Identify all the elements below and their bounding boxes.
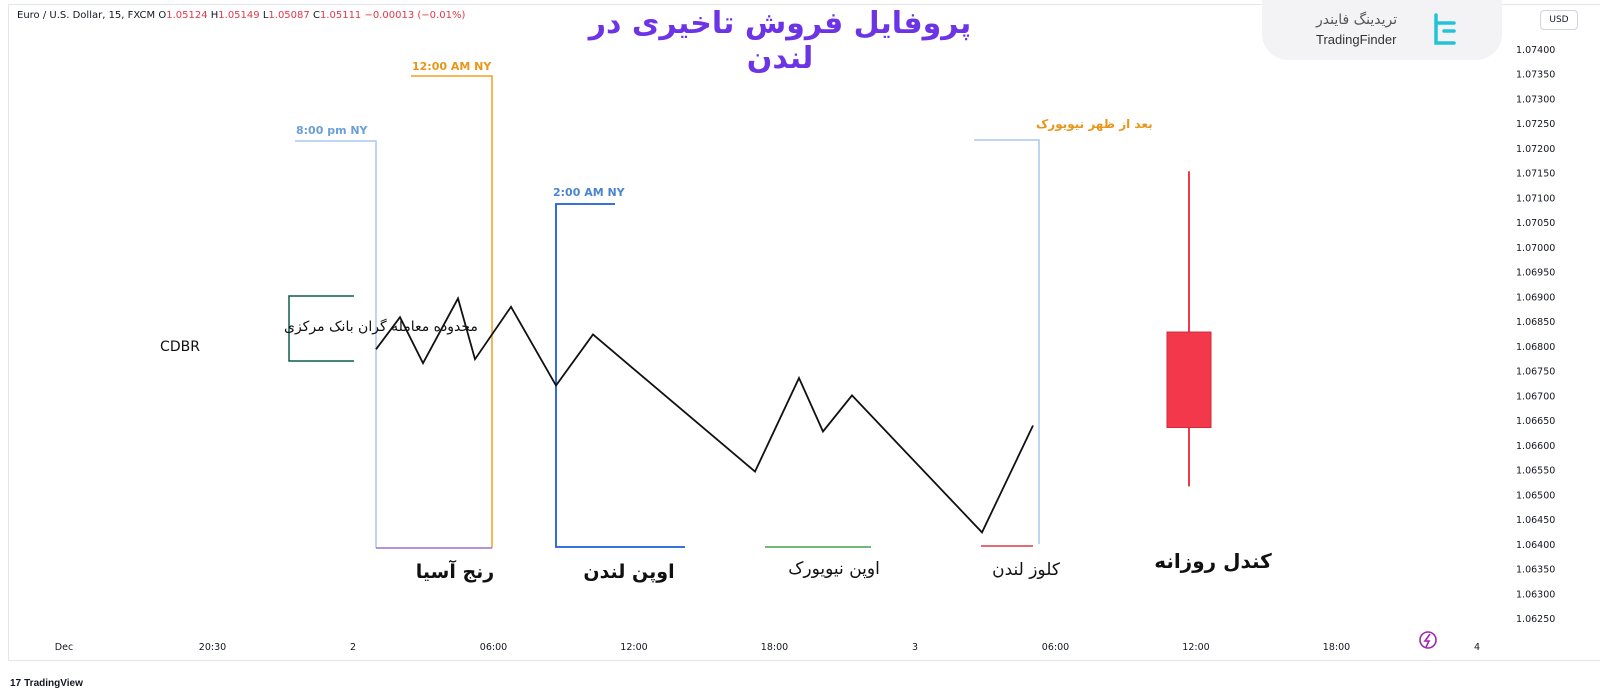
open-value: 1.05124	[166, 10, 208, 21]
daily-candle	[1166, 171, 1212, 487]
y-tick-label: 1.06400	[1516, 540, 1555, 551]
y-tick-label: 1.06300	[1516, 589, 1555, 600]
x-tick-label: Dec	[55, 642, 73, 653]
symbol-label[interactable]: Euro / U.S. Dollar, 15, FXCM	[17, 10, 156, 21]
change-value: −0.00013 (−0.01%)	[364, 10, 466, 21]
y-tick-label: 1.06850	[1516, 317, 1555, 328]
x-tick-label: 18:00	[1323, 642, 1350, 653]
x-tick-label: 3	[912, 642, 918, 653]
tradingview-label: TradingView	[24, 678, 83, 689]
lightning-icon[interactable]	[1419, 631, 1437, 649]
label-ny-afternoon: بعد از ظهر نیویورک	[1036, 117, 1153, 132]
label-cdbr-code: CDBR	[160, 339, 200, 355]
currency-button[interactable]: USD	[1540, 10, 1578, 30]
y-tick-label: 1.07200	[1516, 144, 1555, 155]
y-tick-label: 1.06900	[1516, 292, 1555, 303]
y-tick-label: 1.06950	[1516, 268, 1555, 279]
asia-start-line	[295, 140, 377, 548]
x-tick-label: 06:00	[1042, 642, 1069, 653]
brand-box	[1262, 0, 1502, 60]
y-axis[interactable]: 1.07400 1.07350 1.07300 1.07250 1.07200 1.071…	[1516, 45, 1555, 625]
annotation-labels: 8:00 pm NY 12:00 AM NY 2:00 AM NY بعد از ظه…	[160, 60, 1272, 583]
y-tick-label: 1.06550	[1516, 466, 1555, 477]
close-label: C	[312, 10, 320, 21]
x-tick-label: 2	[350, 642, 356, 653]
brand-name-fa: تریدینگ فایندر	[1316, 12, 1398, 28]
high-value: 1.05149	[218, 10, 260, 21]
asia-end-line	[411, 75, 493, 548]
x-tick-label: 4	[1474, 642, 1480, 653]
x-tick-label: 20:30	[199, 642, 226, 653]
label-12am: 12:00 AM NY	[412, 60, 492, 73]
y-tick-label: 1.07300	[1516, 94, 1555, 105]
y-tick-label: 1.06500	[1516, 490, 1555, 501]
price-path	[375, 296, 1034, 534]
label-8pm: 8:00 pm NY	[296, 124, 369, 137]
price-line	[375, 296, 1034, 534]
brand-name-en: TradingFinder	[1316, 32, 1397, 47]
close-value: 1.05111	[319, 10, 362, 21]
tradingview-logo[interactable]: 17 TradingView	[10, 678, 83, 689]
candle-body	[1166, 331, 1212, 429]
tradingfinder-logo-icon	[1434, 13, 1456, 45]
y-tick-label: 1.06350	[1516, 565, 1555, 576]
tradingview-mark-icon: 17	[10, 678, 22, 689]
y-tick-label: 1.07050	[1516, 218, 1555, 229]
low-label: L	[262, 10, 269, 21]
label-ny-open: اوپن نیویورک	[788, 559, 880, 579]
label-cdbr: محدوده معامله گران بانک مرکزی	[284, 318, 478, 335]
y-tick-label: 1.07100	[1516, 193, 1555, 204]
london-open-line	[555, 203, 685, 548]
x-tick-label: 18:00	[761, 642, 788, 653]
low-value: 1.05087	[268, 10, 310, 21]
open-label: O	[158, 10, 167, 21]
y-tick-label: 1.06750	[1516, 367, 1555, 378]
label-london-close: کلوز لندن	[992, 560, 1061, 580]
y-tick-label: 1.07250	[1516, 119, 1555, 130]
y-tick-label: 1.06250	[1516, 614, 1555, 625]
x-tick-label: 06:00	[480, 642, 507, 653]
y-tick-label: 1.07350	[1516, 70, 1555, 81]
label-2am: 2:00 AM NY	[553, 186, 626, 199]
y-tick-label: 1.06700	[1516, 391, 1555, 402]
label-london-open: اوپن لندن	[583, 561, 674, 583]
label-asia: رنج آسیا	[416, 559, 494, 583]
label-daily-candle: کندل روزانه	[1154, 549, 1272, 573]
x-axis[interactable]: Dec 20:30 2 06:00 12:00 18:00 3 06:00 12:00 18:00…	[55, 642, 1600, 653]
session-overlays	[288, 75, 1040, 549]
y-tick-label: 1.06450	[1516, 515, 1555, 526]
y-tick-label: 1.06650	[1516, 416, 1555, 427]
chart-frame	[8, 4, 1600, 661]
y-tick-label: 1.06600	[1516, 441, 1555, 452]
high-label: H	[210, 10, 219, 21]
cdbr-bracket	[288, 295, 354, 362]
y-tick-label: 1.07400	[1516, 45, 1555, 56]
x-tick-label: 12:00	[1182, 642, 1209, 653]
y-tick-label: 1.07150	[1516, 169, 1555, 180]
ny-afternoon-line	[974, 139, 1040, 544]
y-tick-label: 1.06800	[1516, 342, 1555, 353]
ohlc-header: Euro / U.S. Dollar, 15, FXCM O1.05124 H1…	[17, 10, 465, 21]
chart-title: پروفایل فروش تاخیری در لندن	[588, 6, 972, 76]
x-tick-label: 12:00	[620, 642, 647, 653]
y-tick-label: 1.07000	[1516, 243, 1555, 254]
